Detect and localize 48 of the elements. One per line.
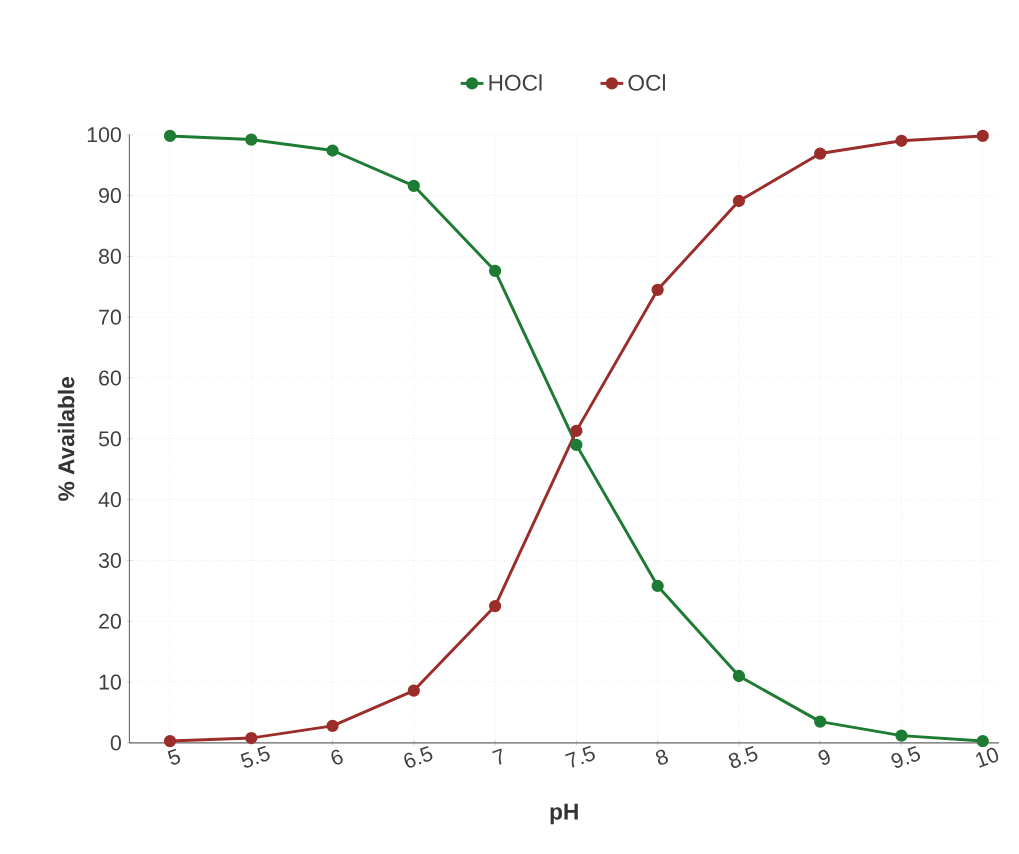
x-tick-label: 7: [492, 748, 502, 765]
x-tick-label: 10: [976, 748, 999, 768]
y-tick-label: 20: [99, 613, 121, 630]
point: [732, 195, 746, 208]
point: [326, 144, 339, 157]
point: [245, 732, 258, 745]
x-tick-label: 5: [167, 748, 181, 765]
point: [407, 684, 420, 697]
point: [651, 580, 664, 593]
y-tick-label: 10: [99, 674, 121, 690]
point: [407, 179, 420, 193]
y-tick-label: 90: [99, 188, 121, 204]
point: [488, 265, 502, 278]
point: [326, 719, 339, 733]
legend-label: OCl: [628, 74, 665, 92]
point: [570, 424, 583, 438]
x-tick-label: 7.5: [565, 745, 595, 768]
y-tick-label: 40: [98, 492, 121, 508]
x-tick-label: 8.5: [728, 746, 758, 769]
point: [814, 147, 827, 160]
point: [570, 438, 583, 452]
point: [814, 715, 827, 728]
x-tick-label: 9: [818, 750, 830, 766]
y-tick-label: 100: [87, 127, 121, 143]
x-tick-label: 6.5: [404, 746, 433, 768]
y-tick-label: 50: [98, 431, 121, 447]
point: [163, 735, 177, 748]
y-tick-label: 80: [99, 249, 121, 265]
point: [651, 283, 664, 297]
point: [245, 133, 258, 146]
point: [163, 129, 177, 143]
point: [895, 729, 908, 742]
y-axis-title: % Available: [57, 377, 75, 502]
x-tick-label: 6: [331, 749, 343, 765]
point: [732, 670, 746, 683]
point: [976, 129, 989, 143]
y-tick-label: 30: [98, 553, 121, 569]
y-tick-label: 70: [99, 309, 121, 325]
y-tick-label: 60: [99, 370, 121, 386]
x-axis-title: pH: [550, 804, 578, 825]
point: [488, 600, 502, 613]
point: [976, 735, 989, 748]
legend-label: HOCl: [489, 74, 542, 92]
x-tick-label: 9.5: [891, 746, 920, 769]
y-tick-label: 0: [110, 735, 121, 751]
point: [895, 134, 908, 148]
x-tick-label: 5.5: [240, 745, 270, 768]
x-tick-label: 8: [655, 749, 668, 766]
